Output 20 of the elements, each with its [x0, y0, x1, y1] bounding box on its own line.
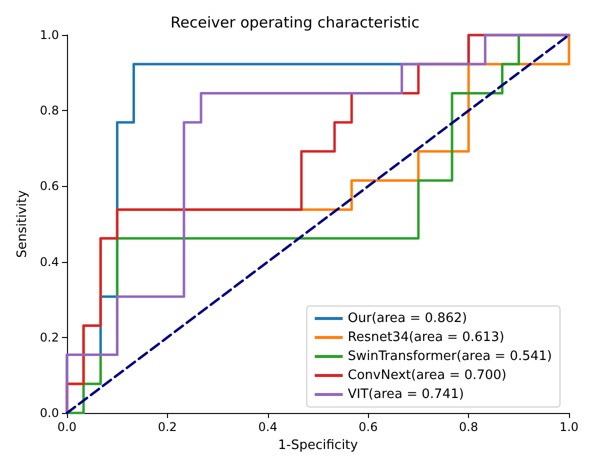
y-tick-label: 0.6	[40, 179, 59, 194]
y-tick-label: 0.4	[40, 254, 59, 269]
x-tick-label: 0.4	[258, 420, 278, 434]
x-tick-label: 0.6	[358, 420, 378, 434]
y-tick-label: 1.0	[40, 28, 59, 42]
legend-label: Our(area = 0.862)	[348, 311, 468, 326]
legend-label: ConvNext(area = 0.700)	[348, 368, 507, 383]
legend-label: VIT(area = 0.741)	[348, 387, 464, 402]
x-tick-label: 0.8	[459, 420, 478, 434]
legend-label: Resnet34(area = 0.613)	[348, 330, 504, 345]
y-tick-label: 0.0	[40, 406, 59, 420]
y-axis-title: Sensitivity	[15, 190, 30, 258]
y-tick-label: 0.8	[40, 104, 59, 118]
x-tick-label: 0.0	[57, 420, 77, 434]
x-axis-title: 1-Specificity	[278, 438, 358, 453]
legend-label: SwinTransformer(area = 0.541)	[348, 349, 552, 364]
x-tick-label: 1.0	[559, 420, 579, 434]
y-tick-label: 0.2	[40, 330, 59, 344]
x-tick-label: 0.2	[158, 420, 177, 434]
chart-title: Receiver operating characteristic	[170, 14, 420, 32]
